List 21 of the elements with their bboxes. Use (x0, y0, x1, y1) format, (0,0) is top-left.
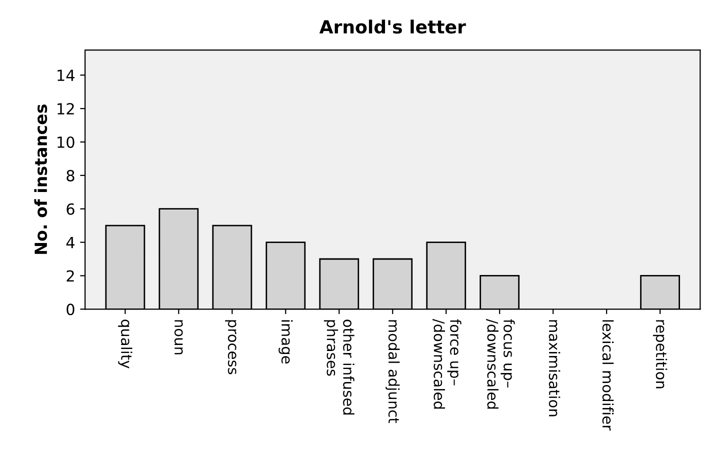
x-tick-label: modal adjunct (386, 320, 400, 424)
y-tick-label: 12 (58, 103, 74, 114)
x-tick-label: force up– /downscaled (432, 318, 462, 409)
y-tick-label: 4 (66, 236, 74, 248)
x-tick-label: quality (118, 320, 132, 368)
y-tick-label: 10 (58, 136, 74, 148)
y-tick-label: 2 (66, 270, 74, 282)
y-tick-label: 6 (66, 203, 74, 215)
x-tick-label: image (278, 320, 293, 364)
chart-title: Arnold's letter (319, 20, 466, 34)
x-tick-label: other infused phrases (324, 320, 354, 415)
x-tick-label: repetition (653, 320, 668, 388)
y-tick-label: 14 (58, 70, 74, 81)
x-tick-label: focus up– /downscaled (486, 318, 515, 409)
x-tick-label: noun (174, 320, 183, 354)
y-axis-title: No. of instances (34, 104, 48, 254)
x-tick-label: maximisation (548, 320, 560, 416)
x-tick-label: process (225, 320, 236, 374)
y-tick-label: 8 (66, 170, 74, 182)
x-tick-label: lexical modifier (602, 320, 614, 431)
y-tick-label: 0 (66, 304, 74, 316)
